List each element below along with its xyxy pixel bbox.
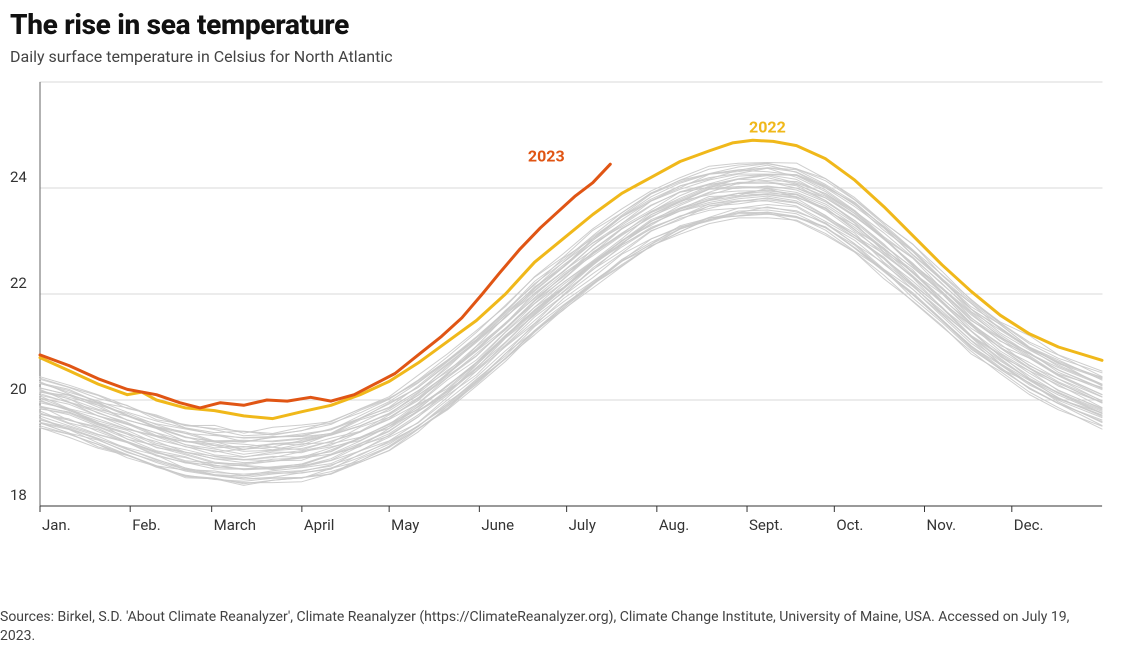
x-tick-label: March xyxy=(214,516,256,534)
chart: 1820222426°CJan.Feb.MarchAprilMayJuneJul… xyxy=(10,76,1110,554)
series-label-2022: 2022 xyxy=(749,117,786,136)
historical-line xyxy=(40,196,1102,470)
y-tick-label: 26°C xyxy=(10,76,42,80)
y-tick-label: 20 xyxy=(10,380,27,398)
x-tick-label: July xyxy=(569,516,596,534)
page-title: The rise in sea temperature xyxy=(10,8,1112,41)
historical-line xyxy=(40,198,1102,469)
x-tick-label: June xyxy=(481,516,514,534)
historical-line xyxy=(40,188,1102,460)
x-tick-label: Aug. xyxy=(659,516,689,534)
x-tick-label: Sept. xyxy=(749,516,783,534)
y-tick-label: 22 xyxy=(10,274,27,292)
y-tick-label: 24 xyxy=(10,168,27,186)
historical-line xyxy=(40,195,1102,463)
chart-svg: 1820222426°CJan.Feb.MarchAprilMayJuneJul… xyxy=(10,76,1110,554)
historical-line xyxy=(40,163,1102,434)
historical-series xyxy=(40,163,1102,486)
x-tick-label: April xyxy=(304,516,335,534)
y-tick-label: 18 xyxy=(10,486,27,504)
x-tick-label: Jan. xyxy=(42,516,71,534)
series-label-2023: 2023 xyxy=(528,147,565,166)
x-tick-label: Dec. xyxy=(1014,516,1044,534)
historical-line xyxy=(40,200,1102,468)
x-tick-label: Feb. xyxy=(132,516,160,534)
source-credit: Sources: Birkel, S.D. 'About Climate Rea… xyxy=(0,608,1112,646)
page-subtitle: Daily surface temperature in Celsius for… xyxy=(10,47,1112,66)
x-tick-label: May xyxy=(391,516,419,534)
x-tick-label: Oct. xyxy=(836,516,863,534)
x-tick-label: Nov. xyxy=(927,516,957,534)
historical-line xyxy=(40,168,1102,442)
historical-line xyxy=(40,198,1102,469)
historical-line xyxy=(40,201,1102,470)
